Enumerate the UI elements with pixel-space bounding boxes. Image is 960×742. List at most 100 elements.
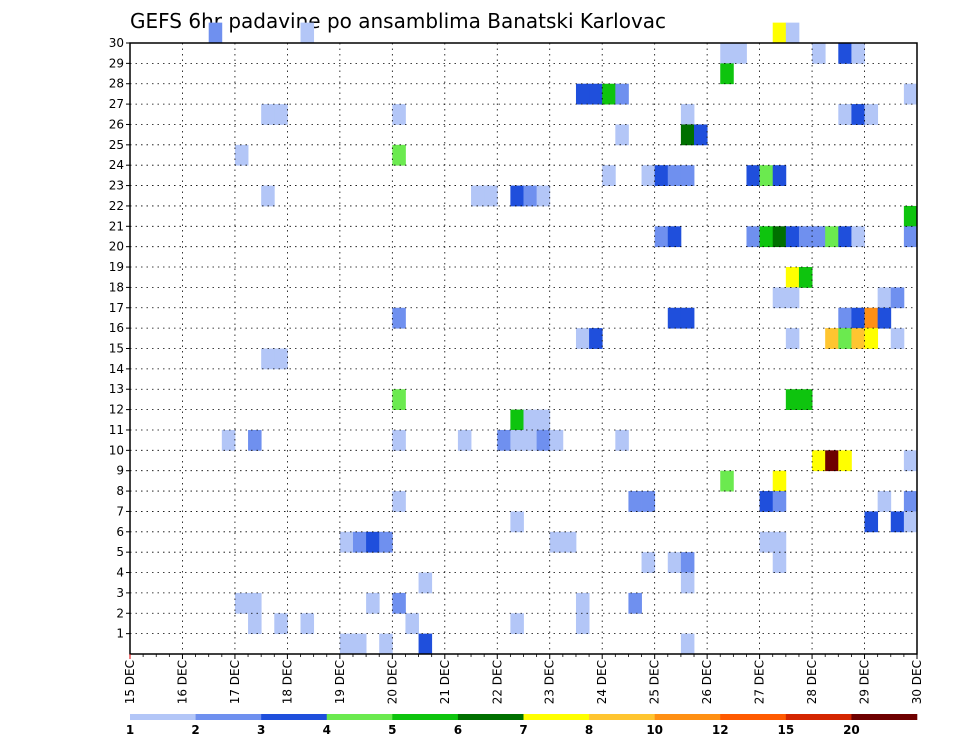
heatmap-cell xyxy=(300,22,315,44)
colorbar-label: 2 xyxy=(191,723,199,737)
heatmap-cell xyxy=(234,144,249,166)
y-tick-label: 28 xyxy=(109,77,124,91)
heatmap-cell xyxy=(798,226,813,248)
colorbar-swatch xyxy=(654,714,721,720)
heatmap-cell xyxy=(654,165,669,186)
heatmap-cell xyxy=(667,307,682,329)
heatmap-cell xyxy=(654,226,669,248)
heatmap-cell xyxy=(825,328,839,349)
heatmap-cell xyxy=(615,83,629,105)
x-tick-label: 16 DEC xyxy=(175,660,189,704)
heatmap-cell xyxy=(903,450,918,472)
y-axis: 1234567891011121314151617181920212223242… xyxy=(109,36,130,641)
y-tick-label: 14 xyxy=(109,362,124,376)
x-tick-label: 28 DEC xyxy=(805,660,819,704)
heatmap-cell xyxy=(589,328,603,349)
heatmap-cell xyxy=(851,307,865,329)
y-tick-label: 30 xyxy=(109,36,124,50)
colorbar-label: 8 xyxy=(585,723,593,737)
colorbar-swatch xyxy=(523,714,590,720)
heatmap-cell xyxy=(851,104,865,125)
heatmap-cell xyxy=(838,328,852,349)
y-tick-label: 2 xyxy=(116,606,124,620)
heatmap-cell xyxy=(798,267,813,288)
colorbar-label: 3 xyxy=(257,723,265,737)
colorbar-swatch xyxy=(720,714,787,720)
heatmap-cell xyxy=(680,552,695,573)
heatmap-cell xyxy=(575,328,590,349)
heatmap-cell xyxy=(300,613,315,635)
x-axis: 15 DEC 16 DEC 17 DEC 18 DEC 19 DEC 20 DEC 21 D… xyxy=(123,654,924,704)
heatmap-cell xyxy=(274,104,288,125)
heatmap-cell xyxy=(602,83,616,105)
heatmap-cell xyxy=(510,185,524,207)
y-tick-label: 20 xyxy=(109,240,124,254)
y-tick-label: 3 xyxy=(116,586,124,600)
heatmap-cell xyxy=(680,572,695,594)
y-tick-label: 16 xyxy=(109,321,124,335)
y-tick-label: 9 xyxy=(116,464,124,478)
heatmap-cell xyxy=(680,104,695,125)
heatmap-cell xyxy=(667,226,682,248)
heatmap-cell xyxy=(392,429,406,451)
heatmap-cell xyxy=(746,165,760,186)
y-tick-label: 29 xyxy=(109,56,124,70)
heatmap-cells xyxy=(208,22,918,655)
colorbar-swatch xyxy=(326,714,393,720)
heatmap-cell xyxy=(392,104,406,125)
heatmap-cell xyxy=(785,22,800,44)
heatmap-cell xyxy=(366,592,380,614)
heatmap-cell xyxy=(523,185,538,207)
heatmap-cell xyxy=(248,613,262,635)
colorbar-swatch xyxy=(392,714,459,720)
heatmap-cell xyxy=(392,389,406,410)
heatmap-cell xyxy=(405,613,419,635)
colorbar-swatch xyxy=(130,714,196,720)
x-tick-label: 22 DEC xyxy=(490,660,504,704)
heatmap-cell xyxy=(864,328,879,349)
y-tick-label: 17 xyxy=(109,301,124,315)
heatmap-cell xyxy=(785,267,800,288)
heatmap-cell xyxy=(838,226,852,248)
heatmap-cell xyxy=(890,287,905,309)
x-tick-label: 26 DEC xyxy=(700,660,714,704)
heatmap-cell xyxy=(274,613,288,635)
y-tick-label: 8 xyxy=(116,484,124,498)
heatmap-cell xyxy=(392,491,406,512)
heatmap-cell xyxy=(877,491,892,512)
y-tick-label: 24 xyxy=(109,158,124,172)
heatmap-cell xyxy=(838,104,852,125)
heatmap-cell xyxy=(352,633,367,655)
y-tick-label: 10 xyxy=(109,443,124,457)
heatmap-cell xyxy=(772,470,787,492)
heatmap-cell xyxy=(471,185,485,207)
heatmap-cell xyxy=(641,552,656,573)
y-tick-label: 27 xyxy=(109,97,124,111)
heatmap-cell xyxy=(392,144,406,166)
colorbar-swatch xyxy=(851,714,918,720)
heatmap-cell xyxy=(851,226,865,248)
heatmap-cell xyxy=(523,409,538,431)
heatmap-cell xyxy=(838,450,852,472)
x-tick-label: 20 DEC xyxy=(385,660,399,704)
heatmap-cell xyxy=(536,429,551,451)
heatmap-cell xyxy=(785,328,800,349)
y-tick-label: 18 xyxy=(109,280,124,294)
heatmap-cell xyxy=(641,491,656,512)
x-tick-label: 30 DEC xyxy=(910,660,924,704)
colorbar-label: 4 xyxy=(323,723,331,737)
heatmap-cell xyxy=(785,226,800,248)
y-tick-label: 11 xyxy=(109,423,124,437)
heatmap-cell xyxy=(418,633,433,655)
x-tick-label: 25 DEC xyxy=(648,660,662,704)
heatmap-cell xyxy=(759,165,774,186)
heatmap-cell xyxy=(261,104,275,125)
colorbar-label: 10 xyxy=(646,723,663,737)
y-tick-label: 1 xyxy=(116,627,124,641)
y-tick-label: 5 xyxy=(116,545,124,559)
heatmap-cell xyxy=(812,450,826,472)
heatmap-cell xyxy=(366,531,380,553)
heatmap-cell xyxy=(549,531,564,553)
heatmap-cell xyxy=(903,83,918,105)
